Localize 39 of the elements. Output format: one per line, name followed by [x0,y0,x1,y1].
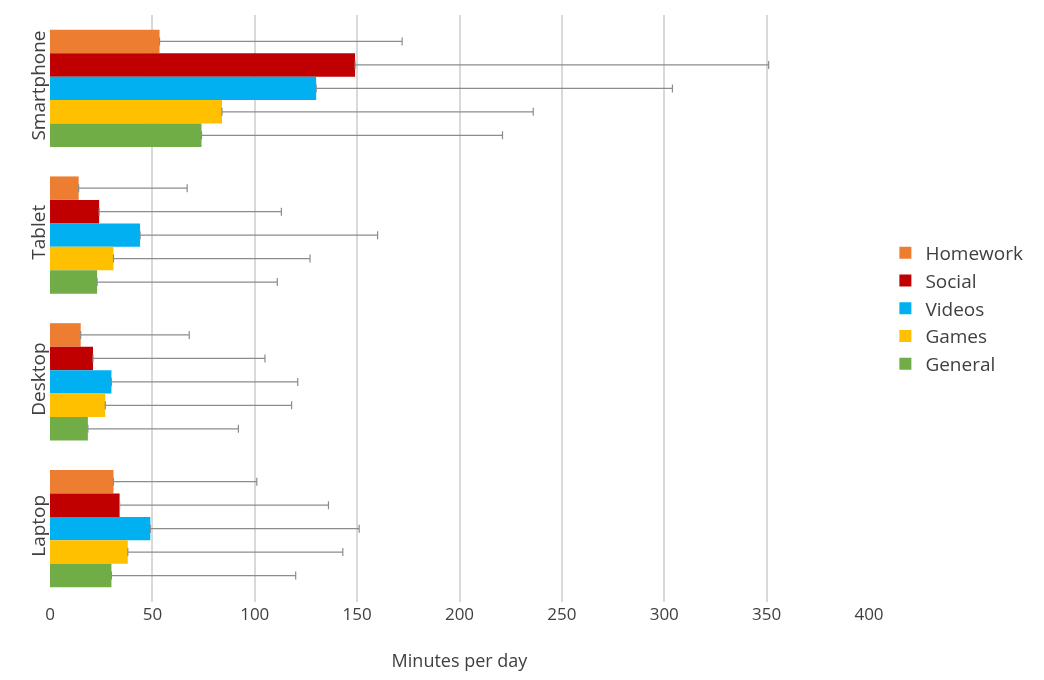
legend-label: General [925,351,996,378]
x-tick-label: 100 [240,602,270,625]
bar [50,540,128,564]
legend-label: Social [925,267,977,294]
x-tick-label: 400 [854,602,884,625]
x-tick-label: 200 [444,602,475,625]
bar [50,563,112,588]
legend-label: Games [925,323,988,350]
legend-label: Homework [925,240,1023,267]
bar [50,29,160,54]
bar [50,469,114,494]
bar [50,123,202,148]
bar [50,516,151,541]
bar [50,199,100,224]
x-axis-title: Minutes per day [391,648,529,673]
bar [50,493,120,517]
x-tick-label: 300 [649,602,679,625]
bar [50,417,88,441]
y-tick-label: Laptop [25,494,52,557]
y-tick-label: Smartphone [25,30,52,141]
legend-label: Videos [925,295,985,322]
bar [50,270,98,294]
bar [50,223,141,247]
x-tick-label: 150 [342,602,372,625]
bar [50,100,222,124]
bar [50,246,114,271]
x-tick-label: 50 [142,602,163,625]
y-tick-label: Tablet [25,204,52,260]
bar [50,76,317,101]
y-tick-label: Desktop [25,342,52,416]
bar [50,393,106,418]
bar [50,176,79,200]
x-tick-label: 350 [752,602,782,625]
bar [50,370,112,394]
bar [50,346,93,371]
x-tick-label: 0 [45,602,55,625]
x-tick-label: 250 [547,602,577,625]
bar [50,323,81,347]
bar [50,53,356,77]
